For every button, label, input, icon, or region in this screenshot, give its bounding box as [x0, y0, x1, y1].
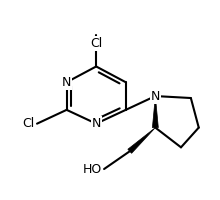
Text: N: N — [151, 90, 160, 103]
Text: HO: HO — [83, 163, 102, 176]
Polygon shape — [152, 96, 158, 128]
Polygon shape — [128, 128, 155, 153]
Text: Cl: Cl — [90, 37, 102, 50]
Text: Cl: Cl — [22, 117, 34, 130]
Text: N: N — [92, 117, 101, 130]
Text: N: N — [62, 76, 71, 89]
